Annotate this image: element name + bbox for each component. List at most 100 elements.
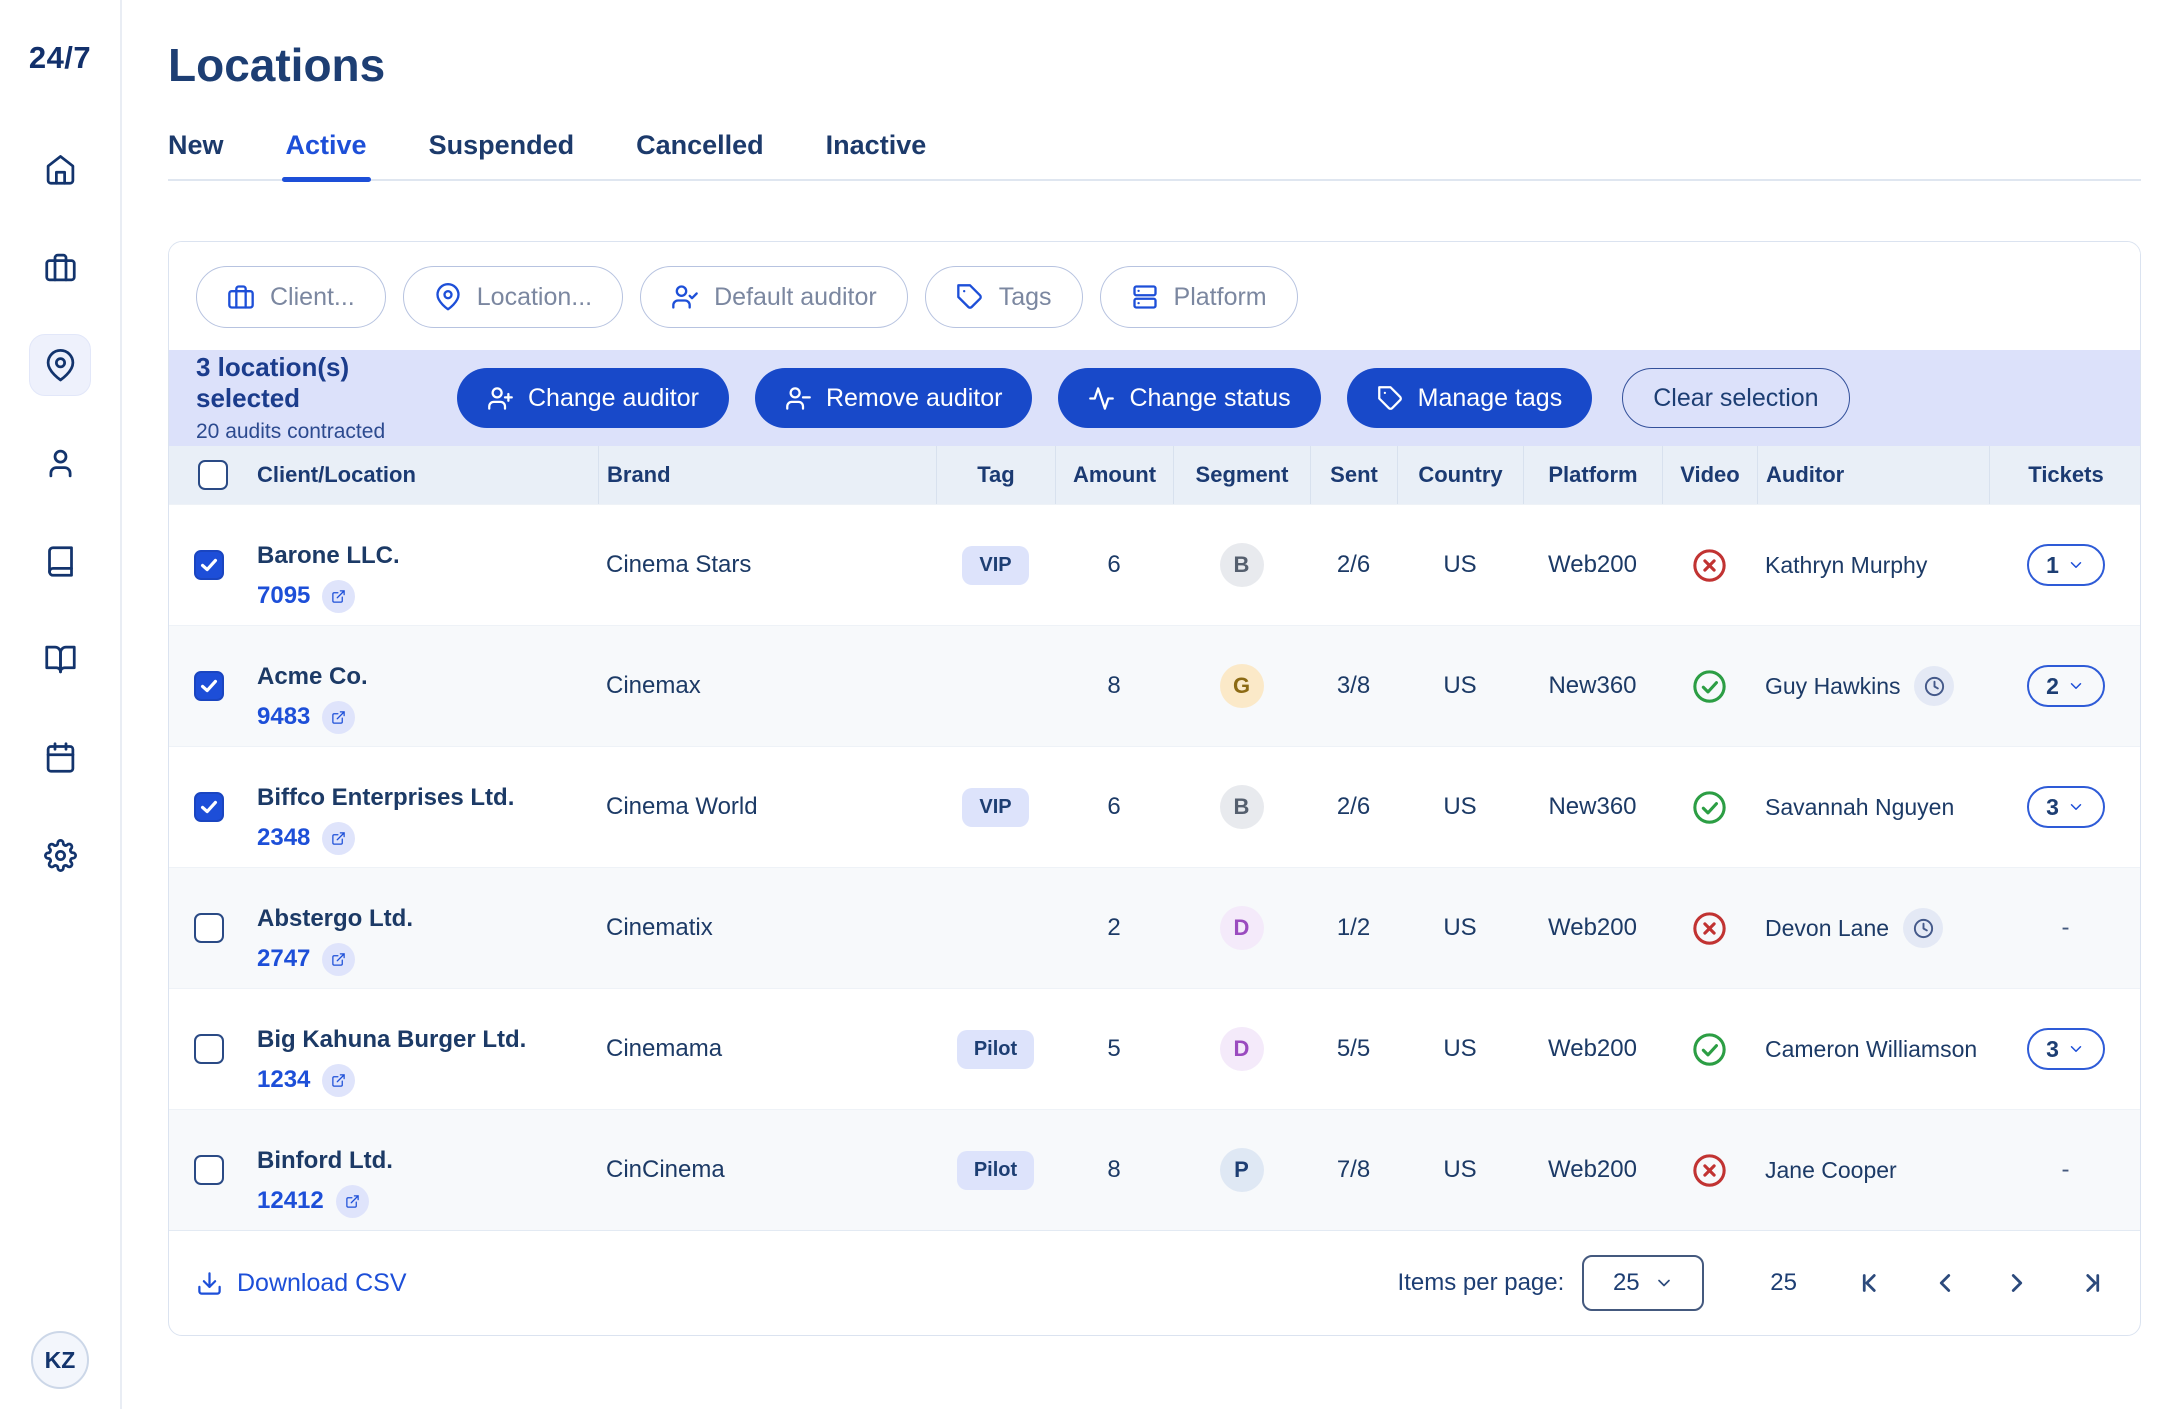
chevron-down-icon — [2070, 683, 2082, 689]
tickets-dropdown[interactable]: 1 — [2026, 544, 2105, 586]
clear-selection-button[interactable]: Clear selection — [1622, 368, 1850, 428]
check-icon — [200, 800, 218, 814]
row-checkbox[interactable] — [194, 792, 224, 822]
location-code-link[interactable]: 2348 — [257, 824, 311, 851]
manage-tags-button[interactable]: Manage tags — [1346, 368, 1593, 428]
sidebar-item-reports[interactable] — [29, 530, 91, 592]
video-approved-icon — [1693, 790, 1726, 824]
client-name: Abstergo Ltd. — [257, 904, 413, 932]
filter-tags-label: Tags — [998, 282, 1052, 311]
table-body: Barone LLC. 7095 Cinema Stars VIP 6 B 2/… — [169, 504, 2140, 1230]
location-code-link[interactable]: 12412 — [257, 1187, 324, 1214]
tickets-dropdown[interactable]: 2 — [2026, 665, 2105, 707]
sent-cell: 3/8 — [1336, 672, 1371, 699]
row-checkbox[interactable] — [194, 913, 224, 943]
external-link-icon[interactable] — [322, 821, 356, 855]
sidebar-item-home[interactable] — [29, 138, 91, 200]
pager — [1849, 1259, 2113, 1307]
column-header-country: Country — [1397, 446, 1523, 504]
sidebar-item-locations[interactable] — [29, 334, 91, 396]
tab-inactive[interactable]: Inactive — [825, 130, 927, 160]
change-status-button[interactable]: Change status — [1058, 368, 1321, 428]
selection-bar: 3 location(s) selected 20 audits contrac… — [169, 350, 2140, 446]
location-code-link[interactable]: 9483 — [257, 703, 311, 730]
tickets-dropdown[interactable]: 3 — [2026, 786, 2105, 828]
location-code-link[interactable]: 2747 — [257, 945, 311, 972]
items-per-page-select[interactable]: 25 — [1582, 1255, 1705, 1311]
filter-default-auditor[interactable]: Default auditor — [640, 266, 908, 328]
filter-platform[interactable]: Platform — [1099, 266, 1298, 328]
previous-page-button[interactable] — [1921, 1259, 1969, 1307]
sent-cell: 5/5 — [1336, 1035, 1371, 1062]
remove-auditor-label: Remove auditor — [825, 383, 1003, 412]
next-page-button[interactable] — [1993, 1259, 2041, 1307]
sent-cell: 7/8 — [1336, 1156, 1371, 1183]
items-per-page-value: 25 — [1612, 1269, 1640, 1296]
column-header-platform: Platform — [1523, 446, 1662, 504]
first-page-button[interactable] — [1849, 1259, 1897, 1307]
select-all-checkbox[interactable] — [198, 460, 228, 490]
last-page-button[interactable] — [2065, 1259, 2113, 1307]
tag-pill: Pilot — [956, 1029, 1035, 1069]
tab-suspended[interactable]: Suspended — [428, 130, 575, 160]
main-content: Locations New Active Suspended Cancelled… — [122, 0, 2160, 1409]
segment-badge: D — [1219, 1027, 1264, 1071]
tab-active[interactable]: Active — [281, 130, 371, 182]
user-minus-icon — [786, 386, 811, 410]
sidebar-nav — [29, 138, 91, 886]
sidebar-item-calendar[interactable] — [29, 726, 91, 788]
external-link-icon[interactable] — [322, 942, 356, 976]
row-checkbox[interactable] — [194, 671, 224, 701]
amount-cell: 8 — [1107, 1156, 1121, 1183]
row-checkbox[interactable] — [194, 1034, 224, 1064]
column-header-tickets: Tickets — [1989, 446, 2140, 504]
activity-icon — [1089, 386, 1115, 410]
table-row: Abstergo Ltd. 2747 Cinematix 2 D 1/2 US … — [169, 867, 2140, 988]
chevron-down-icon — [2070, 562, 2082, 568]
brand-cell: Cinemax — [606, 672, 701, 699]
sent-cell: 2/6 — [1336, 793, 1371, 820]
clear-selection-label: Clear selection — [1653, 383, 1819, 412]
column-header-sent: Sent — [1310, 446, 1397, 504]
user-plus-icon — [488, 386, 513, 410]
client-name: Binford Ltd. — [257, 1146, 393, 1174]
row-checkbox[interactable] — [194, 550, 224, 580]
external-link-icon[interactable] — [322, 1063, 356, 1097]
filter-default-auditor-label: Default auditor — [714, 282, 877, 311]
tab-cancelled[interactable]: Cancelled — [636, 130, 764, 160]
change-auditor-button[interactable]: Change auditor — [457, 368, 729, 428]
location-code-link[interactable]: 7095 — [257, 582, 311, 609]
external-link-icon[interactable] — [322, 700, 356, 734]
download-csv-button[interactable]: Download CSV — [196, 1269, 407, 1298]
manage-tags-label: Manage tags — [1417, 383, 1563, 412]
tickets-count: 1 — [2046, 551, 2059, 578]
remove-auditor-button[interactable]: Remove auditor — [754, 368, 1033, 428]
external-link-icon[interactable] — [322, 579, 356, 613]
tickets-dropdown[interactable]: 3 — [2026, 1028, 2105, 1070]
filter-location-label: Location... — [476, 282, 593, 311]
country-cell: US — [1443, 914, 1477, 941]
platform-cell: Web200 — [1548, 1035, 1637, 1062]
page-title: Locations — [168, 39, 386, 91]
app-logo: 24/7 — [28, 40, 92, 75]
tickets-count: 2 — [2046, 672, 2059, 699]
column-header-video: Video — [1662, 446, 1757, 504]
location-code-link[interactable]: 1234 — [257, 1066, 311, 1093]
filter-tags[interactable]: Tags — [924, 266, 1083, 328]
first-page-icon — [1862, 1274, 1876, 1292]
tab-new[interactable]: New — [168, 130, 224, 160]
external-link-icon[interactable] — [335, 1184, 369, 1218]
briefcase-icon — [228, 285, 254, 309]
row-checkbox[interactable] — [194, 1155, 224, 1185]
sidebar-item-settings[interactable] — [29, 824, 91, 886]
brand-cell: Cinematix — [606, 914, 713, 941]
sidebar-item-library[interactable] — [29, 628, 91, 690]
filter-location[interactable]: Location... — [402, 266, 624, 328]
sidebar-item-clients[interactable] — [29, 236, 91, 298]
video-rejected-icon — [1693, 1153, 1726, 1187]
sent-cell: 1/2 — [1336, 914, 1371, 941]
column-header-brand: Brand — [598, 446, 936, 504]
filter-client[interactable]: Client... — [196, 266, 386, 328]
sidebar-item-users[interactable] — [29, 432, 91, 494]
user-avatar[interactable]: KZ — [31, 1331, 89, 1389]
